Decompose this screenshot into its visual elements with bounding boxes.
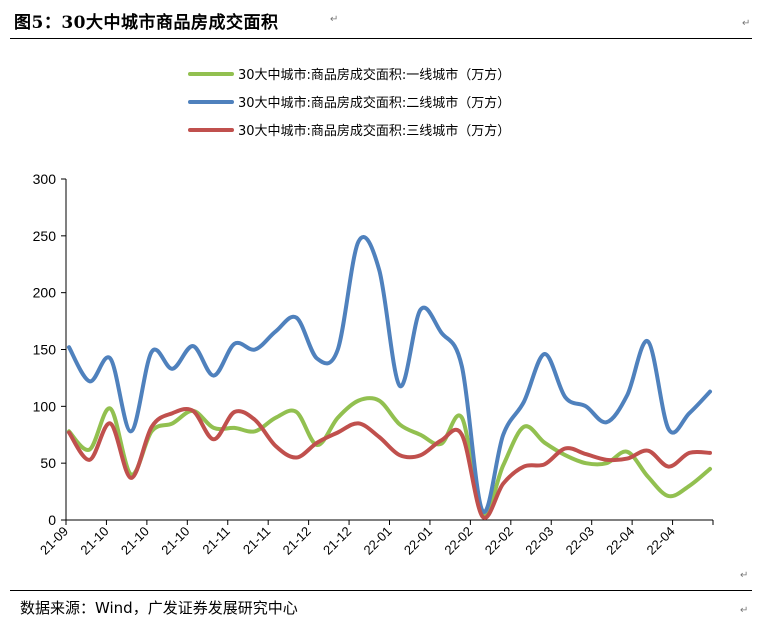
paragraph-mark: ↵: [330, 14, 339, 25]
x-tick-label: 22-01: [401, 524, 435, 558]
x-tick-label: 21-11: [199, 524, 232, 557]
x-tick-label: 22-02: [441, 524, 475, 558]
source-note: 数据来源：Wind，广发证券发展研究中心: [20, 599, 298, 617]
y-tick-label: 200: [33, 285, 57, 301]
x-tick-label: 21-11: [240, 524, 273, 557]
paragraph-mark: ↵: [740, 605, 749, 616]
paragraph-mark: ↵: [740, 570, 749, 581]
x-tick-label: 22-03: [563, 524, 597, 558]
x-tick-label: 21-09: [37, 524, 71, 558]
top-rule: [10, 38, 752, 39]
x-tick-label: 22-03: [522, 524, 556, 558]
x-tick-label: 22-04: [603, 524, 637, 558]
x-tick-label: 21-10: [158, 524, 192, 558]
y-tick-label: 300: [33, 171, 57, 187]
y-tick-label: 100: [33, 398, 57, 414]
x-tick-label: 21-10: [77, 524, 111, 558]
chart-legend: 30大中城市:商品房成交面积:一线城市（万方） 30大中城市:商品房成交面积:二线…: [188, 67, 510, 139]
line-chart: 30大中城市:商品房成交面积:一线城市（万方） 30大中城市:商品房成交面积:二线…: [33, 67, 714, 558]
bottom-rule: [10, 590, 752, 591]
series-line-tier2: [67, 234, 712, 515]
x-tick-label: 21-12: [280, 524, 314, 558]
legend-label-tier2: 30大中城市:商品房成交面积:二线城市（万方）: [238, 95, 510, 111]
y-tick-label: 50: [40, 455, 56, 471]
y-tick-label: 250: [33, 228, 57, 244]
y-tick-label: 0: [48, 512, 56, 528]
chart-plot: [67, 234, 712, 520]
x-tick-label: 22-01: [361, 524, 395, 558]
y-tick-label: 150: [33, 342, 57, 358]
series-line-tier1: [67, 396, 712, 518]
paragraph-mark: ↵: [742, 18, 751, 29]
x-tick-label: 21-12: [320, 524, 354, 558]
x-tick-label: 22-04: [644, 524, 678, 558]
series-line-tier3: [67, 406, 712, 520]
legend-label-tier3: 30大中城市:商品房成交面积:三线城市（万方）: [238, 123, 510, 139]
x-tick-label: 21-10: [118, 524, 152, 558]
legend-label-tier1: 30大中城市:商品房成交面积:一线城市（万方）: [238, 67, 510, 83]
x-tick-label: 22-02: [482, 524, 516, 558]
figure-title: 图5：30大中城市商品房成交面积: [14, 13, 279, 33]
